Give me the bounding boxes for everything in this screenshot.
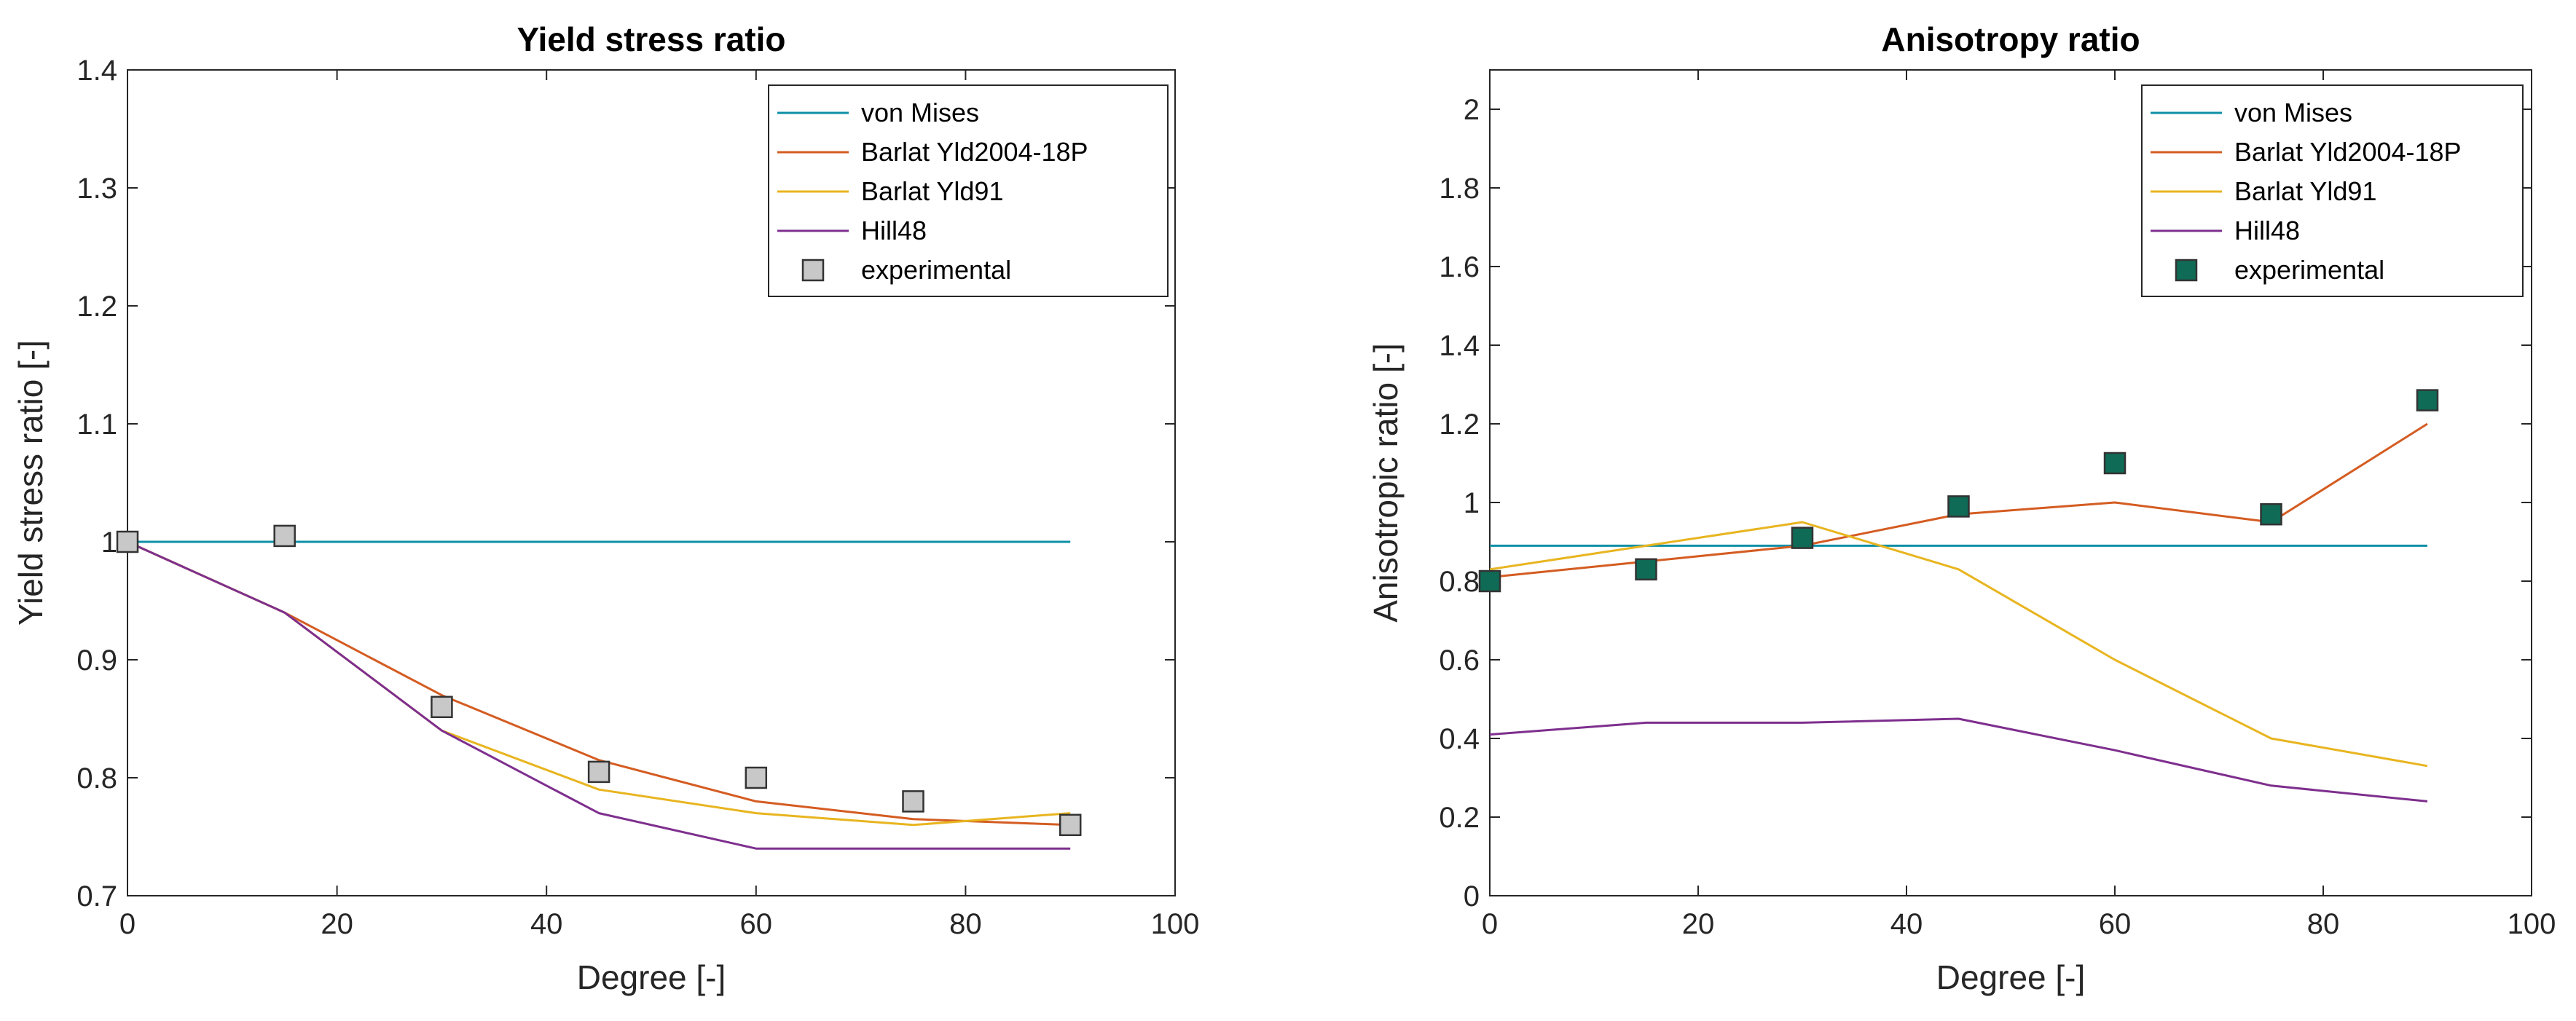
x-tick-label: 20	[1682, 908, 1715, 940]
y-tick-label: 0.8	[1439, 566, 1480, 598]
y-tick-label: 1.3	[76, 173, 117, 205]
legend-label: von Mises	[861, 98, 979, 127]
x-tick-label: 100	[1151, 908, 1200, 940]
data-point-experimental	[745, 766, 768, 789]
legend-label: Barlat Yld91	[2234, 176, 2376, 206]
x-tick-label: 0	[119, 908, 136, 940]
legend-label: Barlat Yld2004-18P	[2234, 137, 2462, 167]
y-tick-label: 0	[1464, 880, 1480, 912]
x-tick-label: 40	[1890, 908, 1923, 940]
y-tick-label: 0.6	[1439, 644, 1480, 677]
chart-title: Anisotropy ratio	[1881, 20, 2140, 58]
chart-yield-stress-ratio: Yield stress ratio 0 20 40 60 80 100 0.7 0.8 0.9 1…	[12, 20, 1199, 996]
y-tick-label: 0.8	[76, 762, 117, 795]
x-tick-label: 60	[2099, 908, 2132, 940]
data-point-experimental	[1059, 813, 1082, 837]
data-point-experimental	[1791, 527, 1814, 549]
data-point-experimental	[116, 530, 139, 553]
x-tick-label: 20	[321, 908, 353, 940]
x-tick-label: 80	[2307, 908, 2340, 940]
x-tick-label: 40	[530, 908, 563, 940]
legend-swatch-experimental	[801, 259, 825, 282]
y-tick-label: 2	[1464, 94, 1480, 126]
y-axis-label: Anisotropic ratio [-]	[1367, 343, 1405, 622]
y-tick-label: 0.9	[76, 644, 117, 677]
legend-label: Barlat Yld2004-18P	[861, 137, 1088, 167]
data-point-experimental	[2103, 452, 2127, 475]
x-axis-label: Degree [-]	[577, 958, 726, 996]
x-axis-label: Degree [-]	[1936, 958, 2086, 996]
data-point-experimental	[902, 790, 924, 813]
y-tick-label: 1.4	[76, 55, 117, 87]
x-tick-label: 80	[949, 908, 982, 940]
y-tick-label: 1	[1464, 487, 1480, 519]
legend-swatch-experimental	[2175, 259, 2198, 282]
y-tick-label: 1.2	[76, 291, 117, 323]
y-tick-label: 1.1	[76, 409, 117, 441]
y-tick-label: 1	[101, 527, 117, 559]
y-tick-label: 0.2	[1439, 802, 1480, 834]
data-point-experimental	[1478, 569, 1501, 593]
data-point-experimental	[2260, 502, 2282, 526]
y-tick-label: 1.8	[1439, 173, 1480, 205]
legend-label: Hill48	[861, 216, 927, 245]
data-point-experimental	[273, 524, 296, 548]
data-point-experimental	[1947, 495, 1970, 518]
legend-label: Barlat Yld91	[861, 176, 1003, 206]
y-tick-label: 0.4	[1439, 723, 1480, 755]
chart-title: Yield stress ratio	[517, 20, 785, 58]
x-tick-label: 0	[1482, 908, 1498, 940]
legend-label: von Mises	[2234, 98, 2352, 127]
x-tick-label: 100	[2508, 908, 2556, 940]
data-point-experimental	[587, 760, 610, 784]
y-axis-label: Yield stress ratio [-]	[12, 340, 50, 626]
x-tick-label: 60	[740, 908, 773, 940]
data-point-experimental	[1635, 558, 1657, 581]
data-point-experimental	[431, 695, 453, 719]
y-tick-label: 1.2	[1439, 409, 1480, 441]
y-tick-label: 0.7	[76, 880, 117, 912]
y-tick-label: 1.6	[1439, 251, 1480, 283]
legend-label: experimental	[2234, 255, 2384, 285]
y-tick-label: 1.4	[1439, 330, 1480, 362]
series-line-hill48	[1489, 717, 2428, 803]
series-line-barlat-yld91	[1489, 521, 2428, 768]
series-line-hill48	[127, 540, 1071, 850]
chart-anisotropy-ratio: Anisotropy ratio 0 20 40 60 80 100 0 0.2 0.4 0.6 0.…	[1367, 20, 2556, 996]
legend-label: experimental	[861, 255, 1011, 285]
legend-label: Hill48	[2234, 216, 2300, 245]
data-point-experimental	[2416, 389, 2439, 411]
